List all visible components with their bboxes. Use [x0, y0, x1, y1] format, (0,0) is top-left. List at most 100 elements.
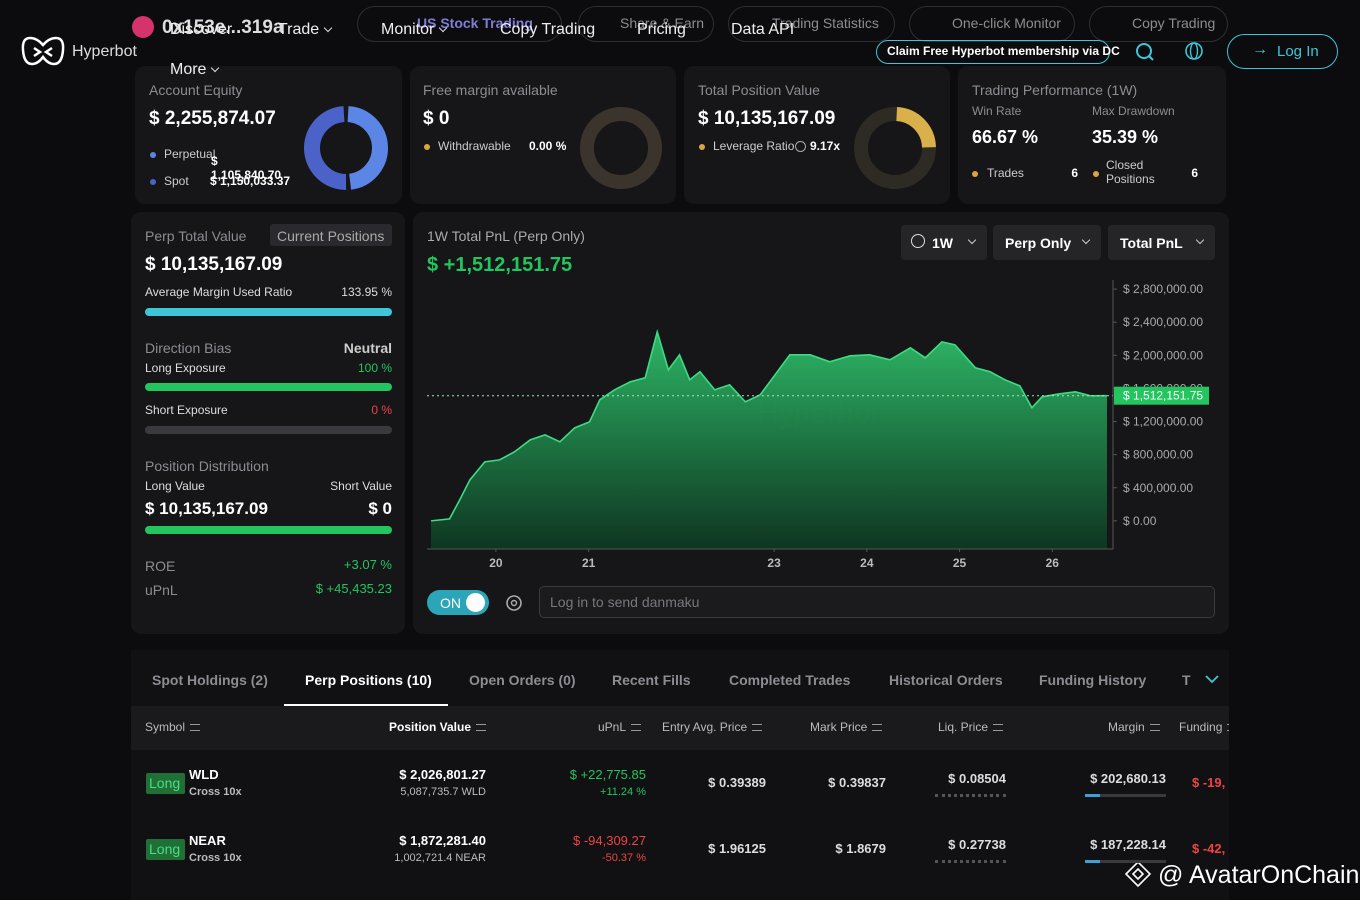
table-tab[interactable]: Open Orders (0)	[469, 672, 576, 688]
search-icon[interactable]	[1136, 43, 1152, 59]
liq-price: $ 0.08504	[948, 771, 1006, 786]
legend-label: Leverage Ratio	[713, 139, 795, 153]
donut-segment	[304, 106, 347, 191]
filter-dropdown[interactable]	[1108, 225, 1215, 260]
liq-distance	[935, 794, 1006, 797]
card-total: $ 0	[423, 108, 450, 129]
progress-track	[145, 526, 392, 534]
upnl-percent: +11.24 %	[600, 786, 646, 798]
nav-pill[interactable]	[1089, 6, 1228, 42]
toggle-label[interactable]: ON	[440, 595, 461, 611]
nav-pill-label[interactable]: US Stock Trading	[417, 15, 533, 31]
nav-pill[interactable]	[357, 6, 562, 42]
table-tab[interactable]: Completed Trades	[729, 672, 851, 688]
table-tab[interactable]: Funding History	[1039, 672, 1147, 688]
nav-pill[interactable]	[578, 6, 714, 42]
toggle-knob[interactable]	[466, 593, 485, 612]
progress-fill	[145, 308, 392, 316]
search-icon[interactable]	[1148, 55, 1154, 61]
sort-icon	[631, 724, 641, 731]
mark-price: $ 1.8679	[835, 841, 886, 856]
column-header[interactable]: Mark Price	[810, 720, 868, 734]
table-tab[interactable]: Historical Orders	[889, 672, 1003, 688]
login-label[interactable]: Log In	[1277, 43, 1319, 60]
nav-menu-item[interactable]: Discover	[170, 21, 233, 38]
clock-icon	[911, 234, 925, 248]
y-tick-label: $ 2,000,000.00	[1123, 348, 1203, 362]
danmaku-placeholder[interactable]: Log in to send danmaku	[550, 594, 700, 610]
column-header[interactable]: Liq. Price	[938, 720, 989, 734]
table-tab[interactable]: T	[1182, 672, 1191, 688]
area-fill	[431, 331, 1107, 549]
stat-value: 6	[1191, 166, 1198, 180]
margin-bar-fill	[1085, 794, 1100, 797]
metric-value: +3.07 %	[343, 557, 392, 572]
progress-track	[145, 426, 392, 434]
legend-dot	[972, 171, 978, 177]
filter-dropdown[interactable]	[993, 225, 1101, 260]
nav-pill[interactable]	[909, 6, 1075, 42]
liq-price: $ 0.27738	[948, 837, 1006, 852]
column-header[interactable]: uPnL	[598, 720, 627, 734]
nav-pill-label[interactable]: Trading Statistics	[772, 15, 879, 31]
funding: $ -42,	[1192, 841, 1226, 856]
legend-dot	[150, 179, 156, 185]
legend-label: Perpetual	[164, 147, 216, 161]
x-tick-label: 26	[1046, 556, 1060, 570]
table-tab[interactable]: Spot Holdings (2)	[152, 672, 268, 688]
nav-menu-item[interactable]: Pricing	[637, 21, 686, 38]
nav-pill-label[interactable]: Share & Earn	[620, 15, 705, 31]
legend-dot	[424, 144, 430, 150]
nav-pill-label[interactable]: Copy Trading	[1132, 15, 1216, 31]
filter-label[interactable]: Perp Only	[1005, 235, 1072, 251]
legend-value: $ 1,150,033.37	[210, 174, 291, 188]
table-header-row	[131, 706, 1229, 750]
column-header[interactable]: Symbol	[145, 720, 186, 734]
position-value: $ 2,026,801.27	[399, 767, 486, 782]
column-header[interactable]: Position Value	[389, 720, 472, 734]
language-icon[interactable]	[1189, 42, 1199, 60]
nav-menu-item[interactable]: Copy Trading	[500, 21, 596, 38]
column-header[interactable]: Funding	[1179, 720, 1223, 734]
promo-label[interactable]: Claim Free Hyperbot membership via DC	[887, 44, 1120, 58]
filter-label[interactable]: Total PnL	[1120, 235, 1183, 251]
danmaku-input[interactable]	[539, 586, 1215, 618]
sort-icon	[476, 724, 486, 731]
login-button[interactable]	[1227, 34, 1338, 69]
promo-button[interactable]	[876, 40, 1110, 64]
card-total: $ 2,255,874.07	[149, 108, 276, 129]
settings-icon[interactable]	[510, 599, 518, 607]
column-header[interactable]: Margin	[1108, 720, 1145, 734]
nav-menu-item[interactable]: Data API	[731, 21, 795, 38]
section-title: Position Distribution	[145, 458, 269, 474]
margin-bar	[1085, 860, 1166, 863]
metric-label: Long Exposure	[145, 361, 226, 375]
nav-pill-label[interactable]: One-click Monitor	[952, 15, 1061, 31]
nav-pill[interactable]	[728, 6, 895, 42]
settings-icon[interactable]	[506, 595, 522, 611]
side-badge	[146, 773, 185, 794]
nav-menu-item[interactable]: Monitor	[381, 21, 435, 38]
table-tab[interactable]: Perp Positions (10)	[305, 672, 432, 688]
progress-track	[145, 383, 392, 391]
nav-menu-item[interactable]: Trade	[278, 21, 320, 38]
filter-label[interactable]: 1W	[932, 235, 953, 251]
metric-value: 100 %	[357, 361, 392, 375]
watermark: @ AvatarOnChain	[1158, 861, 1360, 889]
funding: $ -19,	[1192, 775, 1226, 790]
metric-value: $ +45,435.23	[315, 581, 392, 596]
margin-mode: Cross 10x	[189, 786, 242, 798]
metric-label: ROE	[145, 558, 176, 574]
metric-value: $ 0	[368, 499, 392, 518]
active-tab-underline	[284, 704, 448, 706]
positions-button[interactable]	[270, 224, 392, 246]
tabs-more-icon[interactable]	[1205, 675, 1219, 684]
language-icon[interactable]	[1185, 42, 1203, 60]
nav-menu-item[interactable]: More	[170, 61, 207, 78]
margin-bar	[1085, 794, 1166, 797]
table-tab[interactable]: Recent Fills	[612, 672, 691, 688]
column-header[interactable]: Entry Avg. Price	[662, 720, 748, 734]
positions-button-label[interactable]: Current Positions	[277, 228, 385, 244]
